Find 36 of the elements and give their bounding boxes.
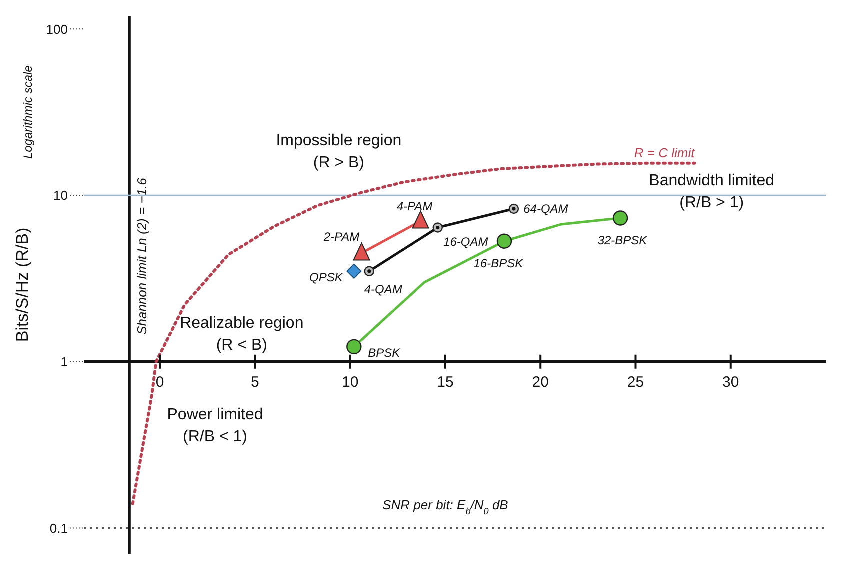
x-tick-label: 30 [722, 374, 740, 391]
annotation: QPSK [309, 270, 344, 284]
point [364, 266, 374, 276]
point [612, 210, 628, 226]
annotation: 64-QAM [524, 202, 568, 216]
series-label: R = C limit [634, 145, 696, 160]
x-tick-label: 5 [251, 374, 260, 391]
x-tick-label: 0 [156, 374, 164, 391]
annotation: Power limited (R/B < 1) [167, 406, 264, 446]
y-tick-label: 1 [60, 354, 68, 370]
annotation: 2-PAM [322, 230, 360, 244]
point [346, 339, 362, 355]
x-tick-label: 10 [342, 374, 359, 391]
x-tick-label: 15 [437, 374, 454, 391]
annotation: Bandwidth limited (R/B > 1) [649, 172, 775, 212]
annotation: 32-BPSK [598, 233, 648, 248]
annotation: 16-BPSK [474, 256, 524, 270]
annotation: 4-QAM [364, 282, 402, 296]
x-tick-label: 25 [627, 374, 644, 391]
annotation: Impossible region (R > B) [276, 132, 402, 172]
x-tick-label: 20 [532, 374, 549, 391]
point [346, 264, 362, 279]
point [432, 222, 443, 233]
y-tick-label: 0.1 [50, 520, 68, 536]
annotation: BPSK [368, 346, 402, 360]
annotation: 4-PAM [396, 199, 433, 214]
point [496, 234, 512, 249]
annotation: Realizable region (R < B) [180, 314, 304, 354]
text: Logarithmic scale [21, 65, 35, 160]
point [508, 204, 520, 214]
y-axis-title: Bits/S/Hz (R/B) [13, 228, 32, 342]
y-tick-label: 10 [54, 188, 68, 204]
x-axis-title: SNR per bit: E$_{b}$/N$_{0}$ dB [382, 497, 509, 516]
annotation: 16-QAM [444, 234, 488, 249]
ref-line-label: Shannon limit Ln (2) = −1.6 [134, 177, 150, 335]
y-tick-label: 100 [46, 22, 68, 37]
